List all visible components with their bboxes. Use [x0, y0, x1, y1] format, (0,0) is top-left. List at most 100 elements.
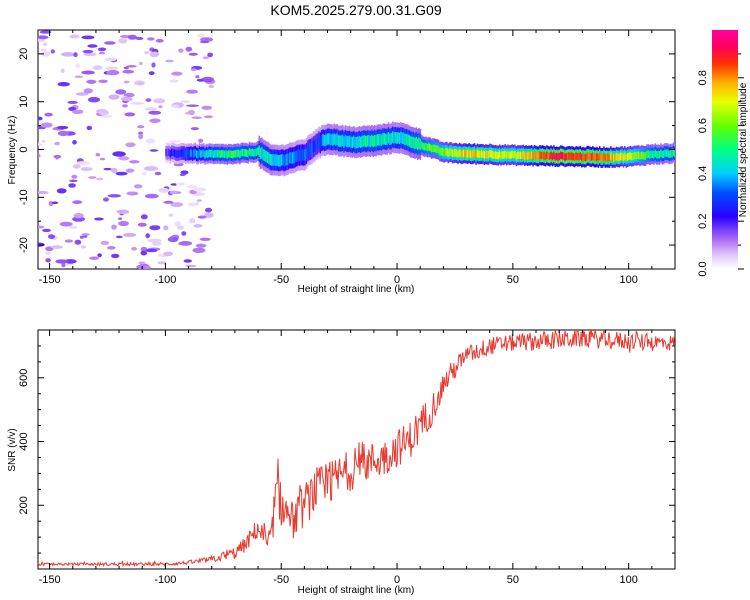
- colorbar-tick-label: 0.4: [697, 166, 709, 181]
- spectrogram-noise-blob: [100, 240, 110, 245]
- spectrogram-noise-blob: [100, 115, 113, 118]
- spectrogram-noise-blob: [138, 61, 143, 66]
- spectrogram-noise-blob: [98, 79, 108, 84]
- spectrogram-ridge-cell: [664, 149, 666, 157]
- spectrogram-noise-blob: [123, 80, 130, 84]
- spectrogram-noise-blob: [51, 201, 59, 205]
- spectrogram-ridge-cell: [525, 151, 527, 159]
- spectrogram-ridge-cell: [578, 152, 580, 161]
- spectrogram-noise-blob: [68, 225, 78, 229]
- spectrogram-ridge-cell: [357, 136, 359, 149]
- spectrogram-ridge-cell: [674, 149, 675, 158]
- spectrogram-noise-blob: [129, 160, 140, 164]
- spectrogram-ridge-cell: [565, 153, 568, 161]
- spectrogram-noise-blob: [187, 184, 198, 189]
- spectrogram-ridge-cell: [177, 150, 180, 158]
- spectrogram-ridge-cell: [193, 149, 195, 157]
- spectrogram-ridge-cell: [660, 149, 662, 157]
- spectrogram-noise-blob: [81, 70, 95, 75]
- spectrogram-ridge-cell: [543, 152, 545, 160]
- spectrogram-ridge-cell: [309, 143, 312, 156]
- spectrogram-noise-blob: [170, 202, 184, 208]
- x-tick-label: -100: [154, 274, 176, 286]
- spectrogram-ridge-cell: [275, 154, 277, 166]
- spectrogram-noise-blob: [80, 245, 86, 249]
- spectrogram-ridge-cell: [191, 150, 194, 158]
- spectrogram-ridge-cell: [336, 133, 338, 145]
- spectrogram-ridge-cell: [503, 151, 505, 159]
- spectrogram-ridge-cell: [478, 150, 480, 158]
- y-tick-label: 20: [18, 48, 30, 60]
- spectrogram-ridge-cell: [234, 150, 237, 158]
- spectrogram-noise-blob: [72, 140, 77, 145]
- spectrogram-ridge-cell: [544, 152, 547, 161]
- spectrogram-ridge-cell: [480, 150, 483, 158]
- spectrogram-noise-blob: [187, 202, 196, 207]
- spectrogram-noise-blob: [55, 155, 60, 160]
- spectrogram-noise-blob: [165, 59, 174, 63]
- spectrogram-ridge-cell: [268, 152, 270, 164]
- spectrogram-noise-blob: [183, 259, 192, 263]
- spectrogram-noise-blob: [152, 241, 162, 246]
- spectrogram-ridge-cell: [254, 149, 256, 157]
- spectrogram-ridge-cell: [386, 133, 388, 145]
- spectrogram-noise-blob: [57, 130, 69, 137]
- spectrogram-noise-blob: [147, 37, 155, 41]
- spectrogram-ridge-cell: [380, 134, 383, 146]
- spectrogram-noise-blob: [145, 248, 158, 253]
- spectrogram-ridge-cell: [418, 137, 420, 149]
- spectrogram-ridge-cell: [467, 150, 469, 158]
- spectrogram-ridge-cell: [396, 132, 398, 144]
- spectrogram-ridge-cell: [500, 152, 502, 160]
- spectrogram-ridge-cell: [301, 149, 304, 161]
- spectrogram-ridge-cell: [667, 149, 669, 157]
- colorbar-tick-label: 0.8: [697, 70, 709, 85]
- spectrogram-ridge-cell: [428, 143, 430, 151]
- spectrogram-noise-blob: [98, 51, 105, 55]
- spectrogram-ridge-cell: [257, 147, 259, 155]
- spectrogram-ridge-cell: [248, 148, 251, 156]
- spectrogram-ridge-cell: [465, 149, 468, 158]
- spectrogram-ridge-cell: [393, 132, 395, 144]
- spectrogram-noise-blob: [72, 109, 84, 115]
- spectrogram-noise-blob: [118, 217, 123, 220]
- spectrogram-noise-blob: [207, 52, 214, 58]
- spectrogram-ridge-cell: [190, 149, 192, 157]
- spectrogram-noise-blob: [144, 193, 159, 199]
- spectrogram-ridge-cell: [551, 152, 554, 161]
- spectrogram-ridge-cell: [294, 151, 297, 163]
- spectrogram-ridge-cell: [533, 151, 536, 159]
- spectrogram-noise-blob: [199, 237, 211, 241]
- spectrogram-noise-blob: [122, 104, 128, 108]
- spectrogram-ridge-cell: [305, 147, 308, 160]
- spectrogram-ridge-cell: [398, 132, 401, 145]
- spectrogram-noise-blob: [137, 82, 144, 85]
- spectrogram-noise-blob: [145, 138, 156, 144]
- spectrogram-ridge-cell: [330, 133, 333, 146]
- spectrogram-ridge-cell: [603, 152, 605, 161]
- spectrogram-ridge-cell: [429, 143, 431, 152]
- spectrogram-ridge-cell: [165, 148, 167, 157]
- spectrogram-ridge-cell: [606, 153, 608, 162]
- spectrogram-noise-blob: [86, 79, 97, 84]
- spectrogram-ridge-cell: [387, 132, 390, 144]
- spectrogram-ridge-cell: [597, 154, 600, 162]
- spectrogram-ridge-cell: [468, 149, 470, 157]
- spectrogram-noise-blob: [96, 177, 104, 181]
- spectrogram-noise-blob: [149, 51, 160, 58]
- spectrogram-ridge-cell: [286, 153, 288, 166]
- spectrogram-ridge-cell: [582, 153, 584, 161]
- spectrogram-noise-blob: [147, 238, 162, 243]
- spectrogram-ridge-cell: [237, 149, 240, 157]
- spectrogram-ridge-cell: [221, 150, 223, 158]
- snr-marks: [38, 330, 675, 568]
- spectrogram-ridge-cell: [255, 148, 258, 156]
- spectrogram-noise-blob: [92, 65, 103, 71]
- colorbar-tick-label: 0.6: [697, 118, 709, 133]
- spectrogram-ridge-cell: [344, 134, 347, 147]
- spectrogram-noise-blob: [107, 194, 121, 198]
- spectrogram-ridge-cell: [497, 151, 500, 160]
- spectrogram-noise-blob: [145, 233, 150, 239]
- spectrogram-ridge-cell: [348, 135, 351, 147]
- spectrogram-ridge-cell: [519, 151, 522, 159]
